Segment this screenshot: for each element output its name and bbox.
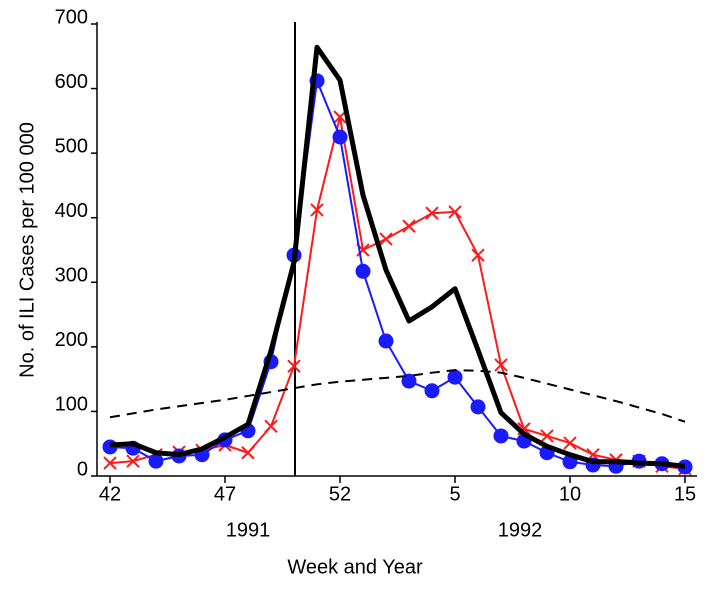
point <box>471 248 485 262</box>
y-tick-label: 600 <box>55 71 88 93</box>
y-tick-label: 200 <box>55 329 88 351</box>
y-tick-label: 400 <box>55 200 88 222</box>
y-tick-label: 700 <box>55 6 88 28</box>
point <box>424 383 440 399</box>
y-tick-label: 0 <box>77 458 88 480</box>
point <box>493 428 509 444</box>
series-line <box>109 79 686 468</box>
point <box>332 129 348 145</box>
x-tick-label: 5 <box>449 483 460 505</box>
point <box>494 358 508 372</box>
y-axis-label: No. of ILI Cases per 100 000 <box>16 122 38 378</box>
series-line <box>109 44 686 469</box>
series-line <box>109 369 686 423</box>
point <box>103 456 117 470</box>
point <box>333 110 347 124</box>
point <box>425 206 439 220</box>
y-tick-label: 100 <box>55 394 88 416</box>
point <box>448 205 462 219</box>
point <box>677 459 693 475</box>
x-tick-label: 10 <box>559 483 581 505</box>
point <box>355 263 371 279</box>
point <box>379 232 393 246</box>
y-tick-label: 500 <box>55 135 88 157</box>
point <box>148 453 164 469</box>
point <box>241 446 255 460</box>
point <box>310 203 324 217</box>
point <box>402 219 416 233</box>
point <box>287 359 301 373</box>
point <box>378 333 394 349</box>
year-label: 1991 <box>226 519 271 541</box>
point <box>264 419 278 433</box>
x-axis-label: Week and Year <box>287 556 423 578</box>
point <box>401 373 417 389</box>
point <box>126 454 140 468</box>
point <box>540 429 554 443</box>
point <box>447 369 463 385</box>
year-label: 1992 <box>498 519 543 541</box>
x-tick-label: 52 <box>329 483 351 505</box>
x-tick-label: 15 <box>674 483 696 505</box>
x-tick-label: 47 <box>214 483 236 505</box>
x-tick-label: 42 <box>99 483 121 505</box>
point <box>470 399 486 415</box>
y-tick-label: 300 <box>55 265 88 287</box>
point <box>563 436 577 450</box>
